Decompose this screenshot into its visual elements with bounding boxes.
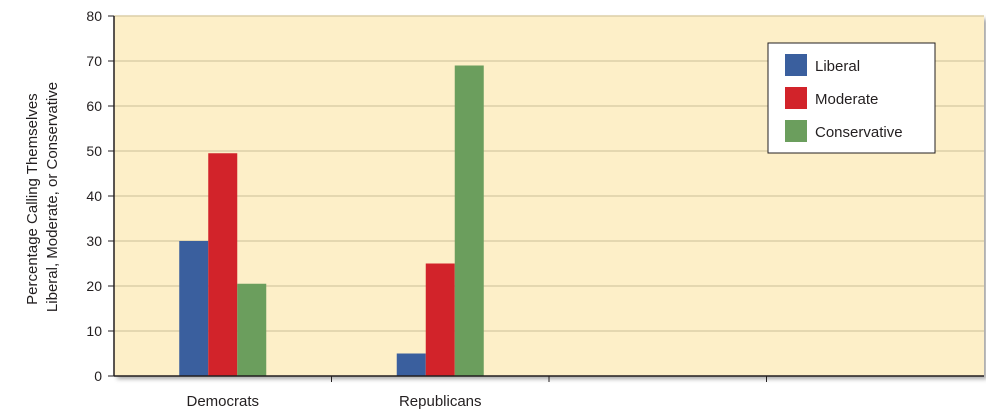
bar-moderate: [425, 263, 455, 376]
y-tick-label: 0: [94, 368, 102, 384]
legend-swatch: [785, 54, 807, 76]
y-axis-ticks: 0 10 20 30 40 50 60 70 80: [86, 8, 114, 384]
y-tick-label: 80: [86, 8, 102, 24]
y-tick-label: 10: [86, 323, 102, 339]
bar-liberal: [396, 353, 426, 376]
legend-label: Conservative: [815, 124, 903, 141]
x-axis-categories: Democrats Republicans: [186, 376, 767, 410]
legend-label: Liberal: [815, 58, 860, 75]
y-axis-label-line-1: Percentage Calling Themselves: [24, 93, 41, 305]
bar-moderate: [208, 153, 238, 376]
y-tick-label: 20: [86, 278, 102, 294]
y-tick-label: 50: [86, 143, 102, 159]
x-category-label: Democrats: [186, 393, 259, 410]
legend: Liberal Moderate Conservative: [767, 42, 936, 154]
legend-label: Moderate: [815, 91, 878, 108]
x-category-label: Republicans: [399, 393, 482, 410]
legend-swatch: [785, 87, 807, 109]
y-tick-label: 40: [86, 188, 102, 204]
y-axis-label: Percentage Calling Themselves Liberal, M…: [24, 82, 61, 312]
bars-group: [179, 65, 484, 376]
bar-conservative: [237, 283, 267, 376]
y-tick-label: 60: [86, 98, 102, 114]
legend-swatch: [785, 120, 807, 142]
bar-conservative: [454, 65, 484, 376]
bar-liberal: [179, 241, 209, 376]
y-tick-label: 70: [86, 53, 102, 69]
y-axis-label-line-2: Liberal, Moderate, or Conservative: [44, 82, 61, 312]
y-tick-label: 30: [86, 233, 102, 249]
